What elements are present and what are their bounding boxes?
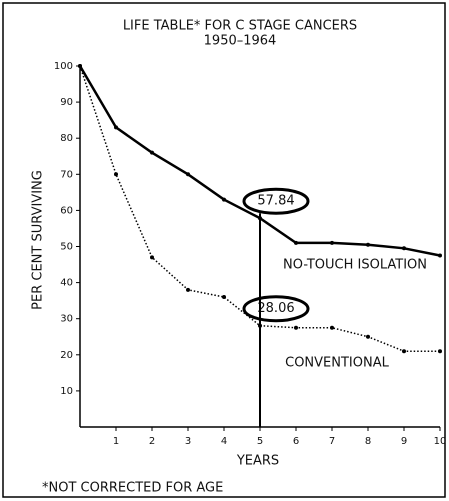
- point: [330, 240, 334, 245]
- x-tick-label: 1: [113, 436, 119, 447]
- x-tick-label: 2: [149, 436, 155, 447]
- y-tick-label: 40: [60, 278, 73, 289]
- point: [438, 253, 442, 258]
- point: [438, 349, 442, 354]
- point: [366, 334, 370, 339]
- point: [150, 255, 154, 260]
- point: [222, 295, 226, 300]
- x-tick-label: 6: [293, 436, 299, 447]
- x-tick-label: 5: [257, 436, 263, 447]
- value-ellipse: [242, 187, 310, 215]
- point: [114, 172, 118, 177]
- chart-title: LIFE TABLE* FOR C STAGE CANCERS: [123, 19, 357, 34]
- point: [402, 246, 406, 251]
- y-tick-label: 20: [60, 350, 73, 361]
- point: [186, 172, 190, 177]
- point: [186, 287, 190, 292]
- point: [150, 150, 154, 155]
- point: [402, 349, 406, 354]
- value-label: 28.06: [257, 301, 294, 316]
- y-tick-label: 10: [60, 386, 73, 397]
- series-label: NO-TOUCH ISOLATION: [283, 258, 427, 273]
- y-tick-label: 80: [60, 133, 73, 144]
- y-tick-label: 60: [60, 205, 73, 216]
- y-tick-label: 90: [60, 97, 73, 108]
- footnote: *NOT CORRECTED FOR AGE: [42, 481, 223, 496]
- x-tick-label: 10: [434, 436, 447, 447]
- frame: [2, 2, 446, 498]
- y-tick-label: 50: [60, 242, 73, 253]
- point: [222, 197, 226, 202]
- series-label: CONVENTIONAL: [285, 356, 389, 371]
- point: [78, 64, 82, 68]
- y-axis-label: PER CENT SURVIVING: [31, 170, 46, 310]
- x-tick-label: 7: [329, 436, 335, 447]
- x-tick-label: 3: [185, 436, 191, 447]
- y-tick-label: 100: [54, 61, 73, 72]
- x-axis-label: YEARS: [236, 454, 279, 469]
- point: [294, 240, 298, 245]
- y-tick-label: 30: [60, 314, 73, 325]
- point: [114, 125, 118, 130]
- x-tick-label: 4: [221, 436, 227, 447]
- point: [330, 325, 334, 330]
- point: [294, 325, 298, 330]
- y-tick-label: 70: [60, 169, 73, 180]
- chart-subtitle: 1950–1964: [204, 34, 277, 49]
- point: [366, 242, 370, 247]
- x-tick-label: 8: [365, 436, 371, 447]
- value-label: 57.84: [257, 194, 294, 209]
- x-tick-label: 9: [401, 436, 407, 447]
